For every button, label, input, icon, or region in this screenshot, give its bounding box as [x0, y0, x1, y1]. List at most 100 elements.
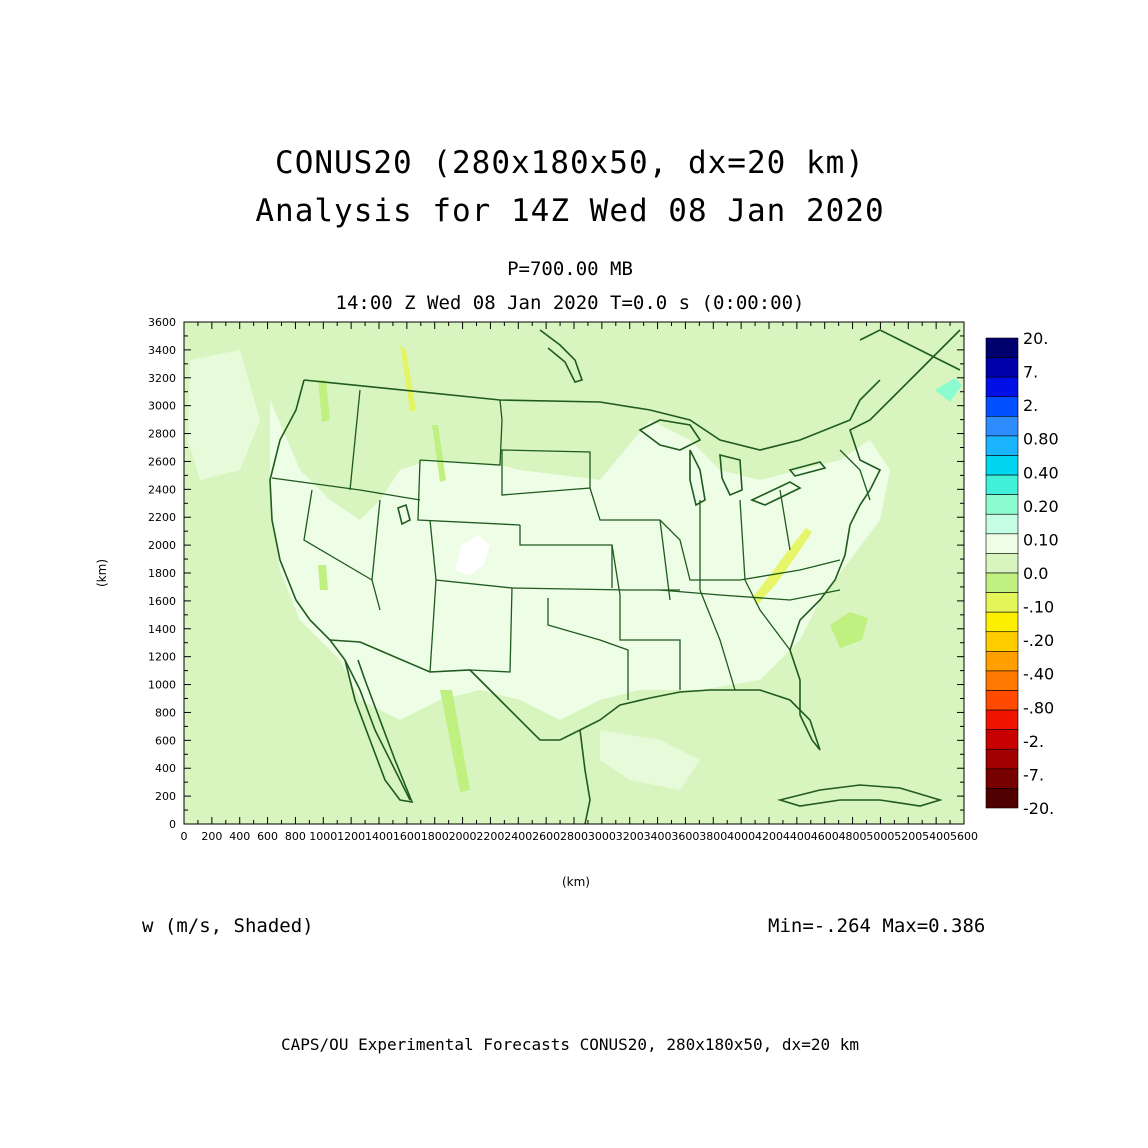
plot-title: CONUS20 (280x180x50, dx=20 km) [275, 145, 865, 181]
x-tick-label: 3000 [588, 830, 616, 843]
x-tick-label: 0 [181, 830, 188, 843]
x-tick-label: 1200 [337, 830, 365, 843]
x-tick-label: 3200 [616, 830, 644, 843]
colorbar-label: 0.0 [1023, 564, 1048, 583]
colorbar-swatch [985, 396, 1019, 417]
colorbar-label: -2. [1023, 732, 1044, 751]
colorbar-swatch [985, 474, 1019, 495]
y-tick-label: 600 [155, 734, 176, 747]
y-tick-label: 0 [169, 818, 176, 831]
colorbar-swatch [985, 611, 1019, 633]
y-tick-label: 2800 [148, 428, 176, 441]
colorbar-label: 0.80 [1023, 430, 1059, 449]
updraft-patch-canada [935, 378, 962, 402]
x-tick-label: 200 [201, 830, 222, 843]
downdraft-streak-mexico [440, 690, 470, 792]
state-boundaries [271, 389, 871, 700]
y-tick-label: 1400 [148, 623, 176, 636]
colorbar-swatch [985, 709, 1019, 730]
colorbar: 20. 7. 2. 0.80 0.40 0.20 0.10 0.0 -.10 -.20 -.40 -.… [985, 329, 1059, 818]
x-tick-label: 3600 [671, 830, 699, 843]
y-tick-label: 2600 [148, 455, 176, 468]
colorbar-swatch [985, 513, 1019, 535]
x-tick-label: 1600 [393, 830, 421, 843]
y-tick-label: 3400 [148, 344, 176, 357]
colorbar-label: -20. [1023, 799, 1054, 818]
downdraft-streak-montana [400, 345, 416, 412]
colorbar-swatch [985, 690, 1019, 711]
field-min-max: Min=-.264 Max=0.386 [768, 915, 986, 937]
y-tick-label: 2400 [148, 483, 176, 496]
colorbar-swatch [985, 337, 1019, 358]
y-tick-label: 3600 [148, 316, 176, 329]
y-tick-label: 2000 [148, 539, 176, 552]
colorbar-label: 7. [1023, 363, 1038, 382]
colorbar-swatch [985, 670, 1019, 691]
y-axis: 0 200 400 600 800 1000 1200 1400 1600 1800 2000 220… [148, 316, 964, 831]
y-tick-label: 1200 [148, 651, 176, 664]
y-tick-label: 3200 [148, 372, 176, 385]
x-tick-label: 4000 [727, 830, 755, 843]
near-zero-region [270, 400, 890, 720]
x-tick-label: 800 [285, 830, 306, 843]
colorbar-label: -.20 [1023, 631, 1054, 650]
colorbar-label: -7. [1023, 765, 1044, 784]
colorbar-swatch [985, 651, 1019, 672]
colorbar-swatch [985, 357, 1019, 378]
colorbar-swatch [985, 553, 1019, 574]
colorbar-label: 2. [1023, 396, 1038, 415]
y-tick-label: 3000 [148, 400, 176, 413]
x-tick-label: 2400 [504, 830, 532, 843]
colorbar-label: -.10 [1023, 598, 1054, 617]
x-tick-label: 2600 [532, 830, 560, 843]
x-axis-label: (km) [562, 875, 590, 889]
x-tick-label: 1000 [309, 830, 337, 843]
colorbar-swatch [985, 435, 1019, 456]
colorbar-swatch [985, 455, 1019, 476]
colorbar-swatch [985, 729, 1019, 750]
near-zero-pacific [188, 350, 260, 480]
geographic-boundaries [269, 329, 961, 825]
colorbar-label: -.80 [1023, 698, 1054, 717]
downdraft-streak-nevada [318, 565, 328, 590]
colorbar-swatch [985, 631, 1019, 652]
x-tick-label: 600 [257, 830, 278, 843]
downdraft-blob-atlantic [830, 612, 868, 648]
colorbar-swatch [985, 748, 1019, 770]
x-tick-label: 5200 [894, 830, 922, 843]
x-tick-label: 2000 [449, 830, 477, 843]
colorbar-swatch [985, 494, 1019, 515]
x-tick-label: 5600 [950, 830, 978, 843]
near-zero-gulf [600, 730, 700, 790]
colorbar-label: 20. [1023, 329, 1048, 348]
x-tick-label: 5000 [866, 830, 894, 843]
y-tick-label: 400 [155, 762, 176, 775]
colorbar-label: -.40 [1023, 665, 1054, 684]
x-tick-label: 2800 [560, 830, 588, 843]
colorbar-label: 0.40 [1023, 463, 1059, 482]
footer-credit: CAPS/OU Experimental Forecasts CONUS20, … [281, 1035, 859, 1054]
colorbar-swatch [985, 768, 1019, 789]
y-tick-label: 1800 [148, 567, 176, 580]
x-tick-label: 1800 [421, 830, 449, 843]
x-tick-label: 400 [229, 830, 250, 843]
colorbar-label: 0.10 [1023, 530, 1059, 549]
y-tick-label: 200 [155, 790, 176, 803]
x-tick-label: 3800 [699, 830, 727, 843]
colorbar-swatch [985, 376, 1019, 398]
pressure-level: P=700.00 MB [507, 258, 633, 280]
colorbar-swatch [985, 592, 1019, 613]
valid-time: 14:00 Z Wed 08 Jan 2020 T=0.0 s (0:00:00… [335, 292, 805, 314]
colorbar-swatch [985, 572, 1019, 593]
colorbar-swatch [985, 416, 1019, 437]
colorbar-swatch [985, 788, 1019, 809]
updraft-patch-colorado [455, 535, 490, 575]
y-tick-label: 1000 [148, 679, 176, 692]
x-tick-label: 4400 [783, 830, 811, 843]
downdraft-streak-wyoming [432, 425, 446, 482]
x-tick-label: 4600 [811, 830, 839, 843]
x-tick-label: 3400 [644, 830, 672, 843]
y-tick-label: 800 [155, 706, 176, 719]
y-tick-label: 1600 [148, 595, 176, 608]
